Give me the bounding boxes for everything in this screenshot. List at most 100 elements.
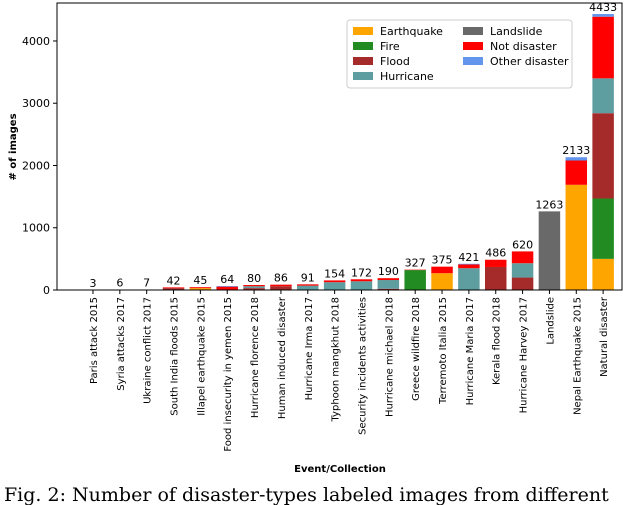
y-tick-label: 2000 [22,159,50,172]
bar-segment [216,286,238,290]
bar-segment [484,266,507,290]
bar-segment [350,281,373,290]
total-label: 86 [274,272,288,285]
total-label: 154 [324,267,345,280]
x-tick-label: Food insecurity in yemen 2015 [223,297,234,452]
x-tick-label: Syria attacks 2017 [116,297,127,391]
x-tick-label: Hurricane Harvey 2017 [519,297,530,413]
bar-segment [243,286,265,289]
legend-box [346,19,573,89]
bar-segment [592,14,614,17]
total-label: 45 [193,274,207,287]
bar-segment [297,285,319,290]
x-tick-label: Greece wildfire 2018 [411,297,422,401]
bar-segment [592,113,614,199]
bar-segment [350,279,373,282]
y-axis-label: # of images [8,113,19,180]
caption: Fig. 2: Number of disaster-types labeled… [4,484,609,505]
y-tick-label: 3000 [22,97,50,110]
bar-segment [323,280,346,283]
legend-label: Not disaster [490,40,557,53]
x-tick-label: Landslide [545,297,556,345]
x-tick-label: Paris attack 2015 [89,297,100,384]
x-tick-label: Kerala flood 2018 [492,297,503,385]
y-tick-label: 1000 [22,222,50,235]
y-tick-label: 0 [43,284,50,297]
total-label: 327 [405,257,426,270]
bar-segment [592,198,614,259]
bar-segment [458,268,480,290]
total-label: 91 [301,271,315,284]
bar-segment [270,286,292,290]
total-label: 64 [220,273,234,286]
bar-segment [377,288,400,290]
bar-segment [565,184,588,290]
x-tick-label: Security incidents activities [357,297,368,435]
total-label: 1263 [535,198,563,211]
bar-segment [511,263,534,278]
x-tick-label: South India floods 2015 [170,297,181,416]
bar-segment [270,284,292,287]
bar-segment [565,160,588,185]
bar-segment [431,266,453,274]
bar-segment [511,277,534,290]
legend-label: Flood [380,55,410,68]
bar-segment [431,273,453,290]
total-label: 2133 [562,144,590,157]
total-label: 190 [378,265,399,278]
bar-segment [323,282,346,290]
legend-swatch [463,42,483,50]
bar-segment [162,288,185,290]
legend-label: Hurricane [380,70,434,83]
total-label: 486 [485,247,506,260]
x-tick-label: Terremoto Italia 2015 [438,297,449,405]
legend-swatch [353,72,373,80]
bar-segment [189,287,212,289]
x-tick-label: Hurricane Irma 2017 [304,297,315,400]
bar-segment [243,288,265,290]
bar-segment [216,286,238,287]
legend-label: Landslide [490,25,543,38]
bar-segment [458,264,480,269]
legend-swatch [353,27,373,35]
total-label: 375 [432,254,453,267]
total-label: 172 [351,266,372,279]
legend-label: Other disaster [490,55,569,68]
total-label: 6 [116,277,123,290]
bar-segment [538,211,561,290]
bar-segment [162,287,185,289]
x-tick-label: Hurricane florence 2018 [250,297,261,418]
bar-segment [377,280,400,289]
x-tick-label: Human induced disaster [277,296,288,419]
legend-label: Earthquake [380,25,443,38]
x-tick-label: Hurricane Maria 2017 [465,297,476,405]
bar-segment [592,16,614,79]
y-tick-label: 4000 [22,35,50,48]
bar-segment [404,270,426,290]
bar-segment [458,263,480,265]
legend-swatch [463,27,483,35]
bar-segment [511,251,534,264]
bar-segment [592,78,614,114]
bar-segment [565,157,588,161]
bar-segment [592,258,614,290]
legend-swatch [353,42,373,50]
legend: Earthquake Fire Flood Hurricane Landslide Not… [346,19,573,89]
total-label: 42 [167,274,181,287]
total-label: 80 [247,272,261,285]
total-label: 3 [89,277,96,290]
total-label: 421 [458,251,479,264]
bar-segment [189,288,212,290]
x-tick-label: Illapel earthquake 2015 [196,297,207,416]
x-tick-label: Ukraine conflict 2017 [143,297,154,404]
bar-segment [377,278,400,281]
x-tick-label: Nepal Earthquake 2015 [572,297,583,415]
x-tick-label: Typhoon mangkhut 2018 [331,297,342,422]
total-label: 7 [143,277,150,290]
bar-segment [243,285,265,287]
x-axis-label: Event/Collection [294,464,386,475]
bar-segment [297,284,319,286]
legend-label: Fire [380,40,400,53]
legend-swatch [353,57,373,65]
